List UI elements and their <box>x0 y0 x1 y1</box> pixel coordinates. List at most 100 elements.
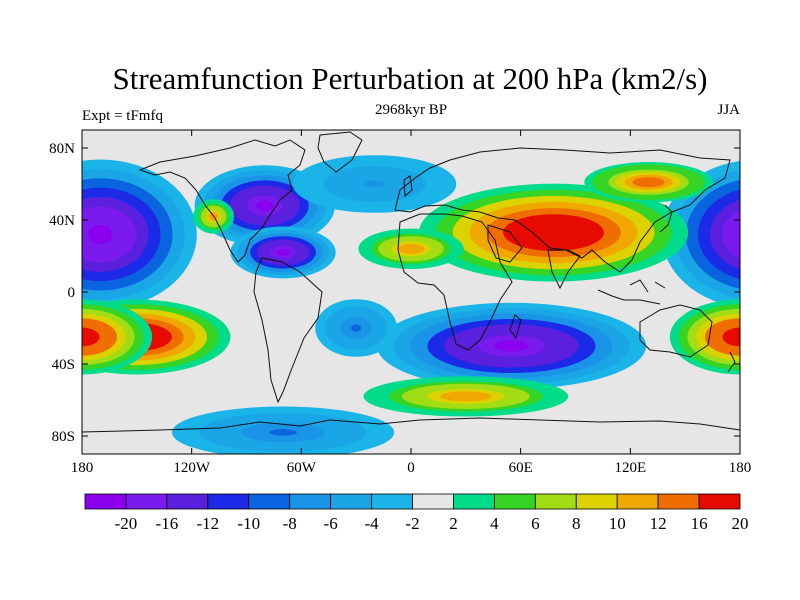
contour-feature <box>171 406 395 454</box>
colorbar: -20 -16 -12 -10 -8 -6 -4 -2 2 4 6 8 10 12 16 20 <box>84 493 749 533</box>
colorbar-label: -10 <box>237 514 260 533</box>
contour-band <box>351 324 362 332</box>
contour-band <box>88 225 113 244</box>
x-tick-label: 120W <box>173 460 211 476</box>
chart-title: Streamfunction Perturbation at 200 hPa (… <box>113 61 708 96</box>
contour-band <box>640 179 657 185</box>
colorbar-swatch <box>166 493 209 510</box>
contour-band <box>731 332 740 342</box>
contour-band <box>276 249 290 256</box>
coast-japan <box>659 204 673 233</box>
contour-feature <box>584 162 713 203</box>
coast-india <box>547 249 581 290</box>
colorbar-label: 10 <box>609 514 626 533</box>
x-axis: 180 120W 60W 0 60E 120E 180 <box>71 130 752 476</box>
time-label: 2968kyr BP <box>375 102 447 118</box>
contour-band <box>364 180 385 188</box>
contour-feature <box>230 226 336 279</box>
y-tick-label: 80S <box>52 429 75 445</box>
colorbar-swatch <box>575 493 618 510</box>
experiment-label: Expt = tFmfq <box>82 108 163 124</box>
colorbar-swatch <box>84 493 127 510</box>
colorbar-label: -12 <box>196 514 219 533</box>
y-axis: 80N 40N 0 40S 80S <box>49 141 740 445</box>
colorbar-label: 20 <box>732 514 749 533</box>
y-tick-label: 40N <box>49 213 75 229</box>
contour-feature <box>377 302 647 390</box>
colorbar-swatch <box>371 493 413 510</box>
contour-band <box>494 340 529 352</box>
contour-band <box>453 393 479 399</box>
colorbar-label: -16 <box>156 514 179 533</box>
colorbar-label: 6 <box>531 514 540 533</box>
contour-feature <box>358 228 464 269</box>
coast-new-zealand <box>727 351 736 373</box>
contour-feature <box>419 183 689 282</box>
y-tick-label: 80N <box>49 141 75 157</box>
coast-north-america <box>138 139 306 263</box>
contour-band <box>256 200 274 211</box>
contour-band-wrap <box>746 225 770 244</box>
coast-indonesia <box>597 279 666 305</box>
colorbar-label: -2 <box>405 514 419 533</box>
coastlines <box>81 131 741 433</box>
colorbar-swatch <box>330 493 372 510</box>
colorbar-label: 4 <box>490 514 499 533</box>
contour-band <box>536 226 571 239</box>
contour-feature <box>315 299 398 357</box>
colorbar-label: -20 <box>115 514 138 533</box>
coast-eurasia <box>394 147 731 273</box>
colorbar-swatch <box>412 493 454 510</box>
contour-feature <box>363 376 569 417</box>
y-tick-label: 40S <box>52 357 75 373</box>
colorbar-swatch <box>453 493 495 510</box>
contour-layer <box>82 155 800 454</box>
colorbar-swatch <box>616 493 659 510</box>
coast-uk <box>403 175 413 198</box>
contour-band <box>269 429 297 436</box>
season-label: JJA <box>717 102 740 118</box>
coast-greenland <box>317 131 363 173</box>
contour-band-wrap <box>771 328 800 347</box>
contour-band-wrap <box>748 318 800 355</box>
colorbar-label: 12 <box>650 514 667 533</box>
coast-madagascar <box>509 314 522 340</box>
y-tick-label: 0 <box>68 285 76 301</box>
colorbar-label: -4 <box>364 514 379 533</box>
contour-band-wrap <box>736 328 740 346</box>
contour-feature <box>292 155 457 213</box>
colorbar-label: 8 <box>572 514 581 533</box>
colorbar-swatch <box>657 493 700 510</box>
contour-band-wrap <box>82 332 91 342</box>
x-tick-label: 180 <box>71 460 94 476</box>
x-tick-label: 120E <box>614 460 646 476</box>
x-tick-label: 60W <box>287 460 317 476</box>
colorbar-label: 2 <box>449 514 458 533</box>
colorbar-swatch <box>289 493 332 510</box>
colorbar-swatch <box>698 493 741 510</box>
x-tick-label: 60E <box>509 460 533 476</box>
colorbar-swatch <box>207 493 250 510</box>
colorbar-label: -6 <box>324 514 338 533</box>
contour-band <box>404 246 418 252</box>
coast-arabia <box>487 224 523 263</box>
contour-band-wrap <box>760 323 800 351</box>
coast-australia <box>639 304 713 358</box>
colorbar-swatch <box>493 493 536 510</box>
colorbar-swatch <box>534 493 577 510</box>
colorbar-swatch <box>248 493 291 510</box>
colorbar-swatch <box>125 493 168 510</box>
x-tick-label: 180 <box>729 460 752 476</box>
contour-band-wrap <box>783 332 800 341</box>
coast-south-america <box>253 257 323 404</box>
contour-band-wrap <box>722 210 740 259</box>
contour-feature <box>82 299 740 375</box>
coast-africa <box>397 213 513 351</box>
colorbar-label: 16 <box>691 514 708 533</box>
x-tick-label: 0 <box>407 460 415 476</box>
coast-antarctica <box>81 417 741 433</box>
map-area <box>81 129 800 455</box>
colorbar-label: -8 <box>283 514 297 533</box>
contour-band-wrap <box>734 222 740 247</box>
